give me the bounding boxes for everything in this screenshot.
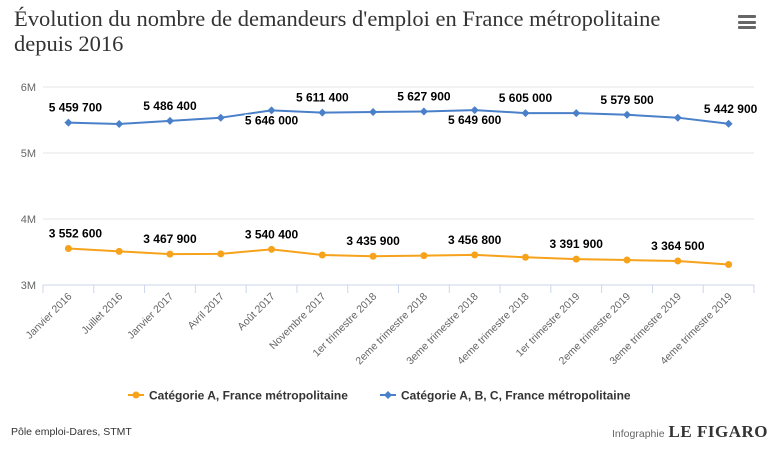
data-point[interactable]: [471, 251, 479, 259]
data-label: 3 391 900: [550, 237, 604, 251]
data-label: 5 646 000: [245, 113, 299, 127]
x-tick-label: Juillet 2016: [79, 291, 125, 337]
x-tick-label: Janvier 2016: [24, 291, 75, 342]
data-label: 5 611 400: [296, 91, 349, 105]
data-point[interactable]: [521, 109, 530, 118]
data-point[interactable]: [64, 245, 72, 253]
y-tick-label: 4M: [21, 214, 36, 226]
data-point[interactable]: [674, 257, 682, 265]
le-figaro-logo: LE FIGARO: [668, 422, 768, 441]
data-point[interactable]: [724, 119, 733, 128]
data-point[interactable]: [166, 250, 174, 258]
data-point[interactable]: [267, 106, 276, 115]
data-label: 5 649 600: [448, 113, 502, 127]
data-label: 3 364 500: [651, 239, 705, 253]
data-point[interactable]: [470, 106, 479, 115]
data-point[interactable]: [115, 247, 123, 255]
x-tick-label: Avril 2017: [185, 291, 226, 332]
menu-bar: [738, 26, 756, 29]
hamburger-menu-icon[interactable]: [738, 15, 756, 29]
data-point[interactable]: [572, 109, 581, 118]
data-point[interactable]: [572, 255, 580, 263]
data-label: 5 442 900: [704, 102, 758, 116]
data-point[interactable]: [115, 119, 124, 128]
data-point[interactable]: [217, 250, 225, 258]
data-point[interactable]: [521, 253, 529, 261]
data-label: 5 605 000: [499, 91, 553, 105]
legend-label: Catégorie A, B, C, France métropolitaine: [401, 389, 631, 403]
brand-prefix: Infographie: [612, 428, 665, 440]
y-tick-label: 3M: [21, 280, 36, 292]
data-label: 3 435 900: [346, 234, 400, 248]
series-line: [68, 247, 729, 266]
data-point[interactable]: [673, 113, 682, 122]
data-point[interactable]: [725, 261, 733, 269]
data-point[interactable]: [420, 252, 428, 260]
x-tick-label: Janvier 2017: [125, 291, 176, 342]
data-point[interactable]: [369, 252, 377, 260]
series-line: [68, 109, 729, 125]
data-label: 5 627 900: [397, 90, 451, 104]
data-label: 3 467 900: [143, 232, 197, 246]
data-label: 5 459 700: [49, 101, 103, 115]
data-label: 5 579 500: [600, 93, 654, 107]
y-tick-label: 6M: [21, 82, 36, 94]
data-point[interactable]: [318, 108, 327, 117]
data-label: 3 552 600: [49, 227, 103, 241]
menu-bar: [738, 15, 756, 18]
data-point[interactable]: [268, 245, 276, 253]
legend-marker: [384, 391, 392, 399]
data-point[interactable]: [623, 256, 631, 264]
data-point[interactable]: [369, 107, 378, 116]
source-note: Pôle emploi-Dares, STMT: [11, 426, 132, 438]
data-label: 3 456 800: [448, 233, 502, 247]
data-label: 5 486 400: [143, 99, 197, 113]
brand-credit: Infographie LE FIGARO: [612, 422, 768, 442]
data-point[interactable]: [318, 251, 326, 259]
menu-bar: [738, 20, 756, 24]
data-point[interactable]: [623, 110, 632, 119]
y-tick-label: 5M: [21, 148, 36, 160]
legend-label: Catégorie A, France métropolitaine: [149, 389, 348, 403]
data-label: 3 540 400: [245, 227, 299, 241]
legend-marker: [132, 391, 140, 399]
data-point[interactable]: [165, 116, 174, 125]
data-point[interactable]: [64, 118, 73, 127]
data-point[interactable]: [216, 113, 225, 122]
legend-item[interactable]: Catégorie A, B, C, France métropolitaine: [380, 389, 631, 403]
x-tick-label: Août 2017: [235, 291, 277, 333]
legend-item[interactable]: Catégorie A, France métropolitaine: [128, 389, 348, 403]
chart-title: Évolution du nombre de demandeurs d'empl…: [14, 6, 661, 56]
data-point[interactable]: [419, 107, 428, 116]
